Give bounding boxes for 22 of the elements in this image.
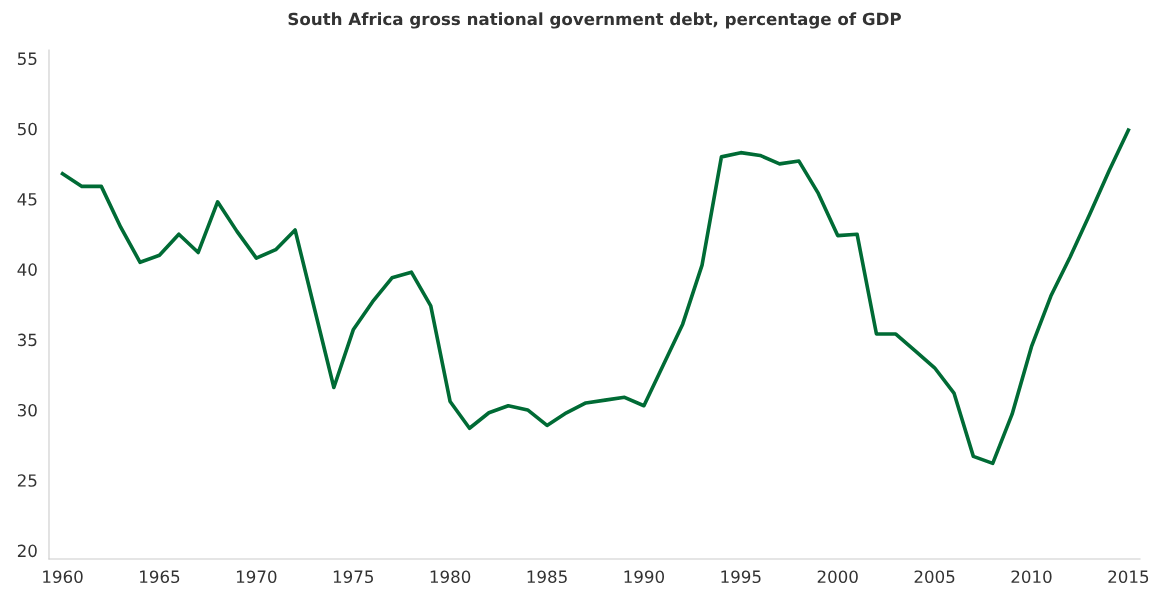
y-tick-label: 35 bbox=[17, 333, 37, 347]
y-tick-label: 20 bbox=[17, 544, 37, 558]
y-tick-label: 30 bbox=[17, 403, 37, 417]
y-tick-label: 50 bbox=[17, 122, 37, 136]
y-tick-label: 55 bbox=[17, 52, 37, 66]
y-tick-label: 40 bbox=[17, 263, 37, 276]
x-tick-label: 1965 bbox=[140, 570, 180, 584]
x-tick-label: 1990 bbox=[624, 570, 665, 584]
line-series bbox=[60, 128, 1131, 466]
x-tick-label: 1995 bbox=[721, 570, 761, 584]
chart-title: South Africa gross national government debt, percentage of GDP bbox=[288, 12, 901, 29]
x-tick-label: 1960 bbox=[43, 570, 83, 584]
x-tick-label: 1985 bbox=[527, 570, 567, 584]
x-tick-label: 1980 bbox=[430, 570, 471, 584]
x-tick-label: 1975 bbox=[333, 570, 373, 584]
x-tick-label: 1970 bbox=[236, 570, 277, 584]
x-tick-label: 2015 bbox=[1108, 570, 1149, 584]
x-tick-label: 2005 bbox=[914, 570, 955, 584]
x-tick-label: 2000 bbox=[817, 570, 858, 584]
y-tick-label: 45 bbox=[17, 193, 37, 206]
y-tick-label: 25 bbox=[17, 474, 37, 487]
x-tick-label: 2010 bbox=[1011, 570, 1052, 584]
